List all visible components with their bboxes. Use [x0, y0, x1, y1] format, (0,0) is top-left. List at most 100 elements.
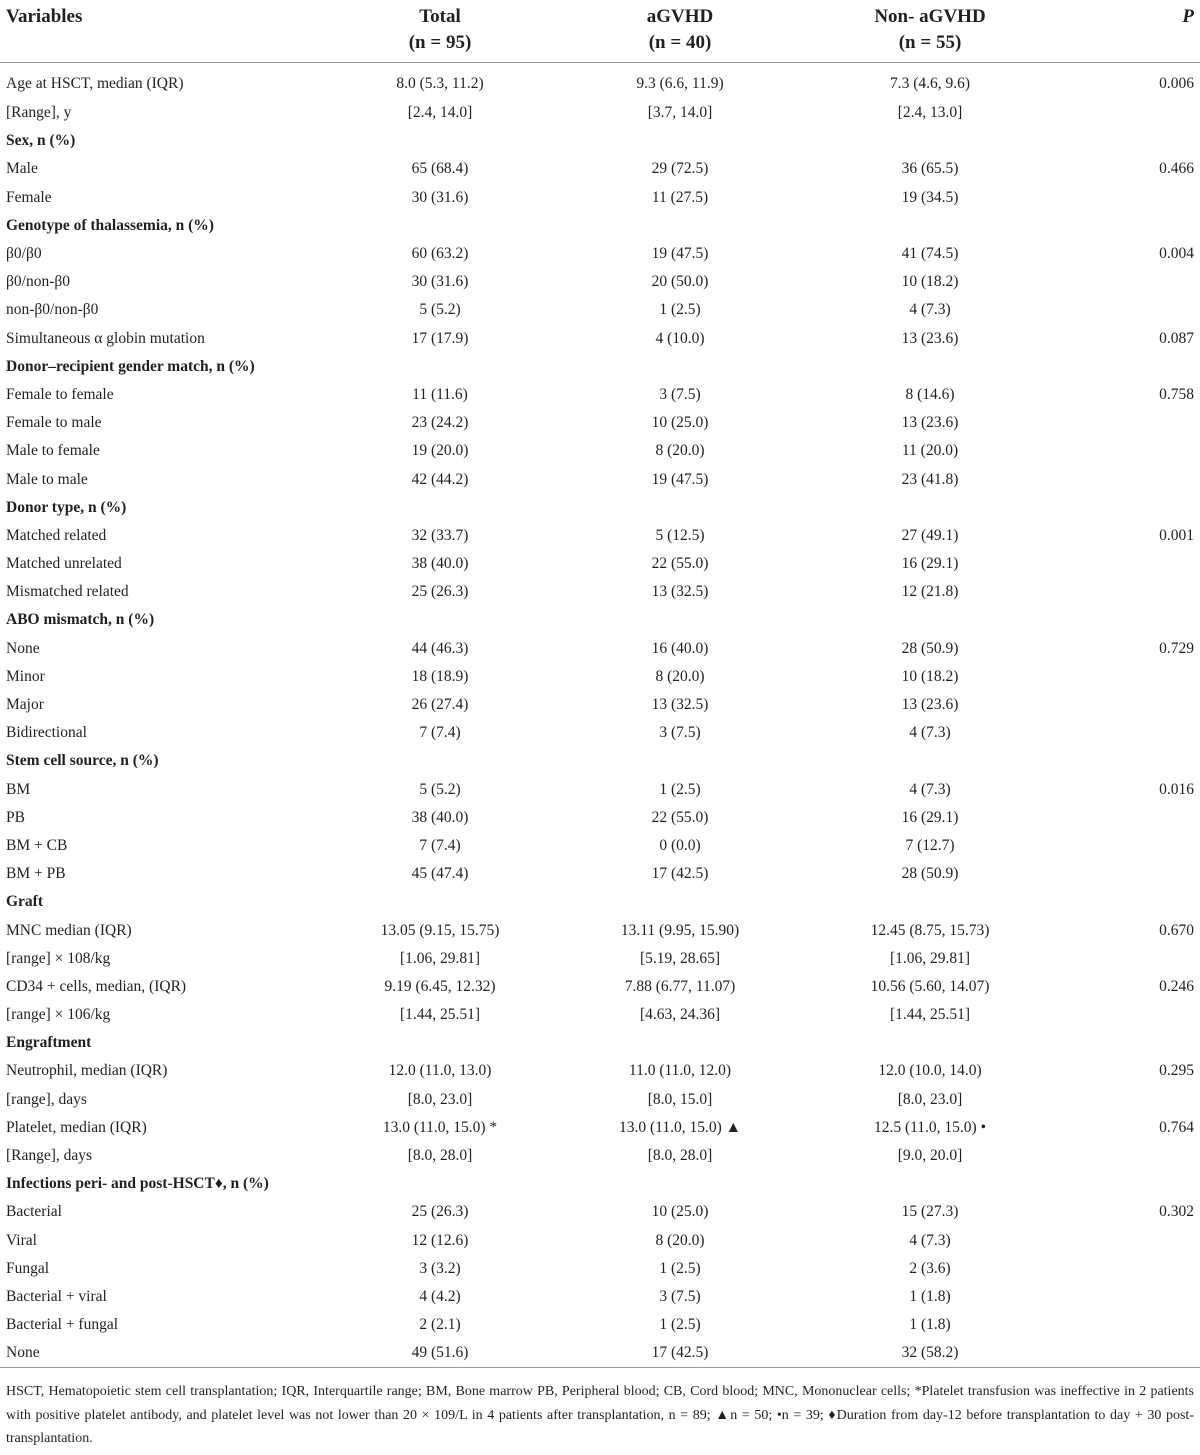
cell-non-agvhd: 11 (20.0)	[901, 442, 959, 460]
cell-non-agvhd: 19 (34.5)	[901, 188, 959, 206]
row-label: Male to female	[6, 442, 100, 460]
row-label: [range] × 106/kg	[6, 1006, 111, 1024]
table-row: [Range], y [2.4, 14.0] [3.7, 14.0] [2.4, 13…	[0, 99, 1200, 127]
cell-total: 13.0 (11.0, 15.0) *	[382, 1118, 498, 1136]
cell-agvhd: 3 (7.5)	[659, 724, 701, 742]
cell-total: [8.0, 23.0]	[407, 1090, 473, 1108]
cell-agvhd: 1 (2.5)	[659, 780, 701, 798]
row-label: non-β0/non-β0	[6, 301, 99, 319]
cell-agvhd: 22 (55.0)	[651, 808, 709, 826]
cell-p-value	[1050, 860, 1200, 888]
cell-non-agvhd: 28 (50.9)	[901, 865, 959, 883]
empty-cell	[810, 1170, 1050, 1198]
table-row: Female to male 23 (24.2) 10 (25.0) 13 (23.6…	[0, 409, 1200, 437]
table-row: Minor 18 (18.9) 8 (20.0) 10 (18.2)	[0, 663, 1200, 691]
empty-cell	[810, 494, 1050, 522]
cell-non-agvhd: 7.3 (4.6, 9.6)	[889, 75, 971, 92]
cell-non-agvhd: 13 (23.6)	[901, 696, 959, 714]
cell-p-value	[1050, 437, 1200, 465]
table-row: Male to female 19 (20.0) 8 (20.0) 11 (20.0)	[0, 437, 1200, 465]
cell-total: 17 (17.9)	[411, 329, 469, 347]
cell-agvhd: 19 (47.5)	[651, 470, 709, 488]
row-label: [range] × 108/kg	[6, 949, 111, 967]
cell-p-value	[1050, 804, 1200, 832]
cell-non-agvhd: 10.56 (5.60, 14.07)	[870, 977, 990, 995]
cell-total: 38 (40.0)	[411, 555, 469, 573]
cell-total: 2 (2.1)	[419, 1316, 461, 1334]
cell-agvhd: 7.88 (6.77, 11.07)	[624, 977, 736, 995]
cell-non-agvhd: 10 (18.2)	[901, 667, 959, 685]
table-row: [range], days [8.0, 23.0] [8.0, 15.0] [8.0,…	[0, 1086, 1200, 1114]
table-row: MNC median (IQR) 13.05 (9.15, 15.75) 13.11…	[0, 916, 1200, 944]
empty-cell	[330, 212, 550, 240]
empty-cell	[1050, 888, 1200, 916]
cell-p-value	[1050, 465, 1200, 493]
cell-total: 38 (40.0)	[411, 808, 469, 826]
cell-total: 45 (47.4)	[411, 865, 469, 883]
table-row: None 44 (46.3) 16 (40.0) 28 (50.9) 0.729	[0, 635, 1200, 663]
cell-total: [1.44, 25.51]	[399, 1006, 481, 1024]
section-header-row: Infections peri- and post-HSCT♦, n (%)	[0, 1170, 1200, 1198]
empty-cell	[550, 747, 810, 775]
cell-agvhd: 22 (55.0)	[651, 555, 709, 573]
row-label: Bacterial + viral	[6, 1287, 107, 1305]
cell-agvhd: 3 (7.5)	[659, 385, 701, 403]
cell-agvhd: 5 (12.5)	[655, 526, 705, 544]
cell-total: 30 (31.6)	[411, 273, 469, 291]
cell-total: 7 (7.4)	[419, 836, 461, 854]
empty-cell	[550, 1029, 810, 1057]
section-header-row: Stem cell source, n (%)	[0, 747, 1200, 775]
cell-p-value: 0.295	[1159, 1062, 1194, 1080]
cell-non-agvhd: 41 (74.5)	[901, 245, 959, 263]
cell-p-value: 0.670	[1159, 921, 1194, 939]
table-footnote: HSCT, Hematopoietic stem cell transplant…	[6, 1384, 1194, 1446]
cell-non-agvhd: 12 (21.8)	[901, 583, 959, 601]
cell-non-agvhd: 12.0 (10.0, 14.0)	[878, 1062, 982, 1080]
cell-total: 19 (20.0)	[411, 442, 469, 460]
row-label: Bidirectional	[6, 724, 87, 742]
cell-agvhd: [3.7, 14.0]	[647, 104, 713, 122]
cell-total: 5 (5.2)	[419, 301, 461, 319]
cell-non-agvhd: 32 (58.2)	[810, 1339, 1050, 1369]
cell-non-agvhd: 36 (65.5)	[901, 160, 959, 178]
cell-p-value: 0.466	[1159, 160, 1194, 178]
row-label: Infections peri- and post-HSCT♦, n (%)	[6, 1175, 269, 1193]
cell-non-agvhd: 7 (12.7)	[905, 836, 955, 854]
cell-p-value: 0.016	[1159, 780, 1194, 798]
header-agvhd: aGVHD (n = 40)	[550, 0, 810, 63]
table-row: Bacterial + viral 4 (4.2) 3 (7.5) 1 (1.8)	[0, 1283, 1200, 1311]
cell-agvhd: 20 (50.0)	[651, 273, 709, 291]
table-row: Simultaneous α globin mutation 17 (17.9) 4…	[0, 325, 1200, 353]
table-row: Bacterial 25 (26.3) 10 (25.0) 15 (27.3) 0.30…	[0, 1198, 1200, 1226]
row-label: Matched unrelated	[6, 555, 122, 573]
cell-non-agvhd: 23 (41.8)	[901, 470, 959, 488]
header-p-value: P	[1050, 0, 1200, 63]
empty-cell	[330, 353, 550, 381]
table-body: Age at HSCT, median (IQR) 8.0 (5.3, 11.2)…	[0, 63, 1200, 1369]
cell-p-value	[1050, 550, 1200, 578]
table-row: Female 30 (31.6) 11 (27.5) 19 (34.5)	[0, 184, 1200, 212]
row-label: Engraftment	[6, 1034, 92, 1052]
row-label: [range], days	[6, 1090, 87, 1108]
table-row: β0/β0 60 (63.2) 19 (47.5) 41 (74.5) 0.004	[0, 240, 1200, 268]
cell-p-value: 0.302	[1159, 1203, 1194, 1221]
cell-non-agvhd: 10 (18.2)	[901, 273, 959, 291]
table-row: None 49 (51.6) 17 (42.5) 32 (58.2)	[0, 1339, 1200, 1369]
cell-p-value	[1050, 1339, 1200, 1369]
cell-non-agvhd: 2 (3.6)	[909, 1259, 951, 1277]
header-agvhd-n: (n = 40)	[648, 32, 712, 53]
cell-p-value	[1050, 832, 1200, 860]
cell-agvhd: 11 (27.5)	[651, 188, 709, 206]
cell-p-value	[1050, 296, 1200, 324]
cell-agvhd: 17 (42.5)	[651, 865, 709, 883]
empty-cell	[1050, 606, 1200, 634]
cell-non-agvhd: 8 (14.6)	[905, 385, 955, 403]
cell-total: 9.19 (6.45, 12.32)	[384, 977, 496, 995]
cell-p-value	[1050, 691, 1200, 719]
empty-cell	[1050, 127, 1200, 155]
section-header-row: Donor type, n (%)	[0, 494, 1200, 522]
row-label: PB	[6, 808, 25, 826]
cell-agvhd: 11.0 (11.0, 12.0)	[628, 1062, 732, 1080]
cell-non-agvhd: 13 (23.6)	[901, 414, 959, 432]
table-row: Bidirectional 7 (7.4) 3 (7.5) 4 (7.3)	[0, 719, 1200, 747]
